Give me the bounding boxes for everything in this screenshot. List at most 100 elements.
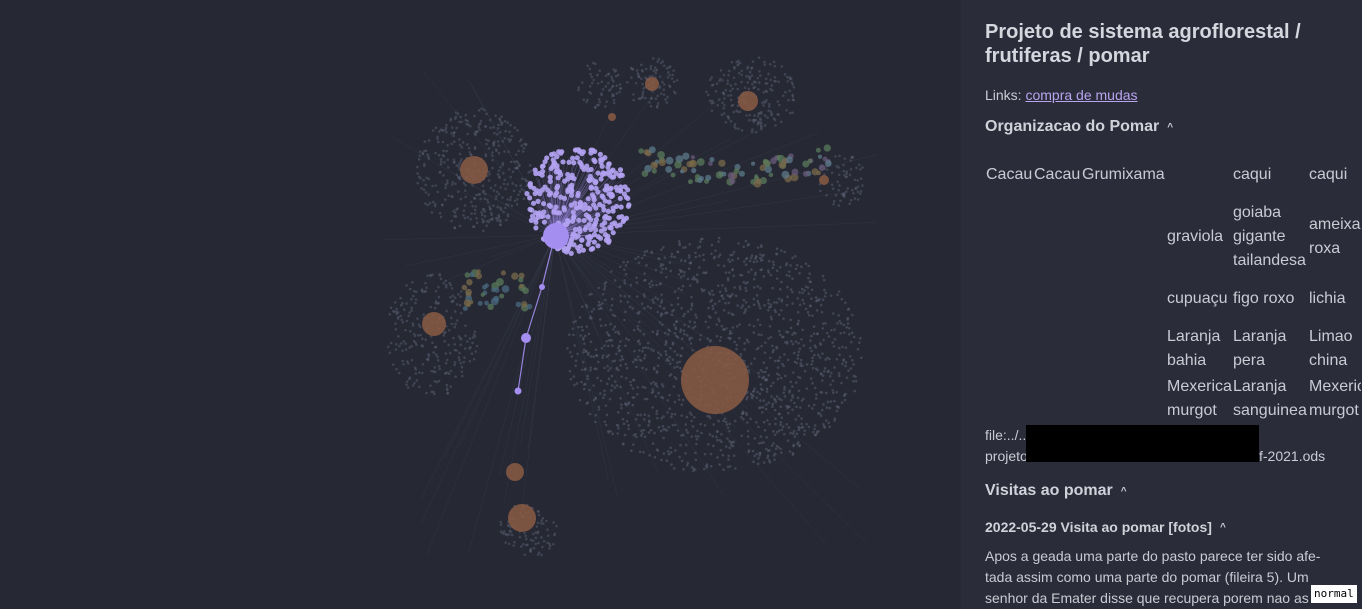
graph-node[interactable] (473, 114, 476, 118)
graph-node[interactable] (552, 542, 555, 546)
graph-node[interactable] (750, 396, 754, 400)
graph-node[interactable] (713, 302, 717, 306)
graph-node[interactable] (783, 388, 786, 391)
graph-node[interactable] (426, 357, 430, 361)
graph-node[interactable] (659, 271, 663, 274)
graph-node[interactable] (397, 335, 400, 338)
graph-node[interactable] (611, 84, 615, 88)
graph-node[interactable] (840, 381, 843, 385)
graph-node[interactable] (710, 84, 714, 87)
graph-node[interactable] (682, 468, 685, 471)
graph-node[interactable] (708, 433, 712, 436)
graph-node[interactable] (440, 203, 444, 207)
graph-node[interactable] (638, 358, 642, 362)
graph-node[interactable] (835, 390, 839, 394)
graph-hub-node[interactable] (681, 346, 749, 414)
graph-node[interactable] (510, 204, 514, 208)
graph-node[interactable] (683, 259, 687, 263)
graph-node[interactable] (575, 233, 581, 239)
graph-node[interactable] (758, 256, 762, 260)
graph-node[interactable] (617, 332, 621, 336)
graph-node[interactable] (777, 313, 781, 316)
graph-node[interactable] (807, 264, 810, 268)
graph-node[interactable] (659, 282, 662, 285)
graph-node[interactable] (667, 65, 671, 69)
graph-node[interactable] (680, 403, 684, 407)
graph-node[interactable] (698, 175, 704, 182)
graph-node[interactable] (706, 337, 710, 341)
graph-node[interactable] (720, 432, 723, 436)
graph-node[interactable] (822, 278, 826, 282)
graph-node[interactable] (807, 276, 810, 280)
graph-node[interactable] (542, 159, 548, 165)
graph-node[interactable] (509, 195, 513, 199)
graph-node[interactable] (804, 285, 808, 289)
graph-node[interactable] (664, 350, 668, 353)
graph-node[interactable] (526, 303, 533, 310)
graph-node[interactable] (767, 259, 771, 263)
graph-node[interactable] (760, 268, 764, 271)
graph-node[interactable] (505, 202, 508, 206)
graph-node[interactable] (424, 202, 427, 205)
graph-node[interactable] (804, 262, 808, 265)
graph-node[interactable] (631, 360, 635, 364)
graph-node[interactable] (582, 202, 588, 208)
graph-node[interactable] (501, 285, 510, 293)
graph-node[interactable] (774, 422, 777, 426)
graph-node[interactable] (659, 353, 663, 357)
graph-node[interactable] (821, 352, 824, 355)
graph-node[interactable] (670, 303, 673, 307)
graph-node[interactable] (643, 386, 647, 389)
graph-node[interactable] (764, 89, 768, 93)
graph-node[interactable] (517, 193, 520, 197)
graph-node[interactable] (707, 306, 710, 310)
graph-node[interactable] (742, 280, 745, 284)
graph-node[interactable] (677, 273, 681, 276)
graph-node[interactable] (444, 285, 448, 289)
graph-node[interactable] (600, 170, 607, 176)
graph-node[interactable] (656, 297, 660, 301)
graph-node[interactable] (575, 382, 579, 385)
graph-node[interactable] (588, 246, 594, 252)
graph-node[interactable] (605, 164, 611, 171)
graph-node[interactable] (669, 346, 672, 350)
graph-node[interactable] (416, 317, 419, 320)
graph-node[interactable] (742, 245, 746, 249)
graph-node[interactable] (614, 74, 618, 78)
graph-node[interactable] (781, 425, 785, 428)
graph-node[interactable] (776, 100, 780, 103)
graph-node[interactable] (718, 339, 722, 342)
graph-node[interactable] (409, 329, 412, 333)
graph-node[interactable] (618, 87, 622, 90)
graph-node[interactable] (443, 160, 446, 164)
graph-node[interactable] (840, 401, 844, 404)
graph-node[interactable] (613, 359, 617, 363)
graph-node[interactable] (762, 275, 766, 278)
graph-node[interactable] (613, 325, 617, 329)
graph-node[interactable] (473, 197, 477, 200)
section-visitas-heading[interactable]: Visitas ao pomar ^ (985, 482, 1127, 500)
graph-node[interactable] (831, 341, 834, 344)
graph-node[interactable] (735, 343, 739, 347)
graph-node[interactable] (603, 393, 606, 397)
graph-node[interactable] (726, 437, 729, 440)
graph-node[interactable] (791, 408, 794, 412)
graph-node[interactable] (798, 271, 801, 275)
graph-node[interactable] (765, 366, 768, 370)
graph-node[interactable] (625, 419, 629, 423)
graph-node[interactable] (722, 73, 726, 77)
graph-node[interactable] (589, 92, 593, 95)
graph-node[interactable] (483, 197, 487, 201)
graph-node[interactable] (496, 219, 499, 222)
graph-node[interactable] (521, 177, 524, 181)
graph-node[interactable] (766, 454, 770, 457)
graph-node[interactable] (612, 98, 616, 102)
graph-node[interactable] (740, 69, 744, 73)
graph-node[interactable] (743, 348, 746, 351)
graph-node[interactable] (507, 203, 510, 207)
graph-node[interactable] (603, 420, 607, 424)
graph-node[interactable] (600, 80, 604, 84)
graph-node[interactable] (528, 217, 534, 223)
graph-node[interactable] (775, 247, 779, 251)
graph-node[interactable] (688, 411, 692, 415)
